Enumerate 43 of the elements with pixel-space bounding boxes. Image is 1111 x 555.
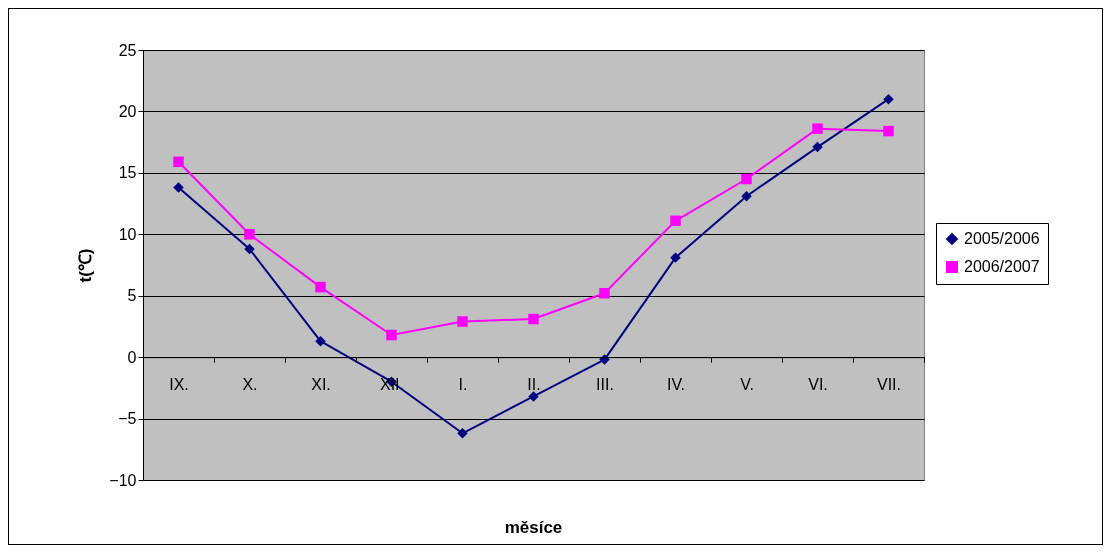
y-tick-label: 10 [118,225,137,243]
point [670,215,681,227]
point [812,141,823,153]
point [599,354,610,365]
point [173,182,184,193]
point [315,335,326,347]
point [528,313,539,325]
point [883,125,894,137]
x-tick-label: IX. [169,375,189,393]
point [244,243,255,255]
point [457,428,468,439]
x-tick-label: X. [242,375,258,393]
y-tick-label: −10 [109,471,137,489]
x-tick-label: III. [596,375,614,393]
y-tick-label: 20 [118,102,137,120]
x-tick-label: VII. [876,375,902,393]
point [244,229,255,240]
point [457,316,468,327]
point [599,288,610,299]
x-tick-label: VI. [808,375,828,393]
y-tick-label: 5 [127,287,137,305]
x-tick-label: II. [527,375,541,393]
point [670,252,681,263]
x-tick-label: XI. [311,375,331,393]
point [741,190,752,202]
y-axis-title: t(℃) [76,248,96,283]
point [315,281,326,293]
x-tick-label: V. [740,375,754,393]
y-tick-label: 0 [127,348,137,366]
point [812,123,823,134]
x-tick-label: IV. [666,375,686,393]
point [528,391,539,402]
x-tick-label: I. [458,375,468,393]
point [883,93,894,105]
y-tick-label: −5 [118,410,137,428]
y-tick-label: 25 [118,41,137,59]
y-tick-label: 15 [118,164,137,182]
legend-label: 2006/2007 [964,258,1040,275]
point [741,173,752,185]
point [173,156,184,168]
x-axis-title: měsíce [504,518,563,537]
point [386,329,397,341]
legend-label: 2005/2006 [964,230,1040,247]
